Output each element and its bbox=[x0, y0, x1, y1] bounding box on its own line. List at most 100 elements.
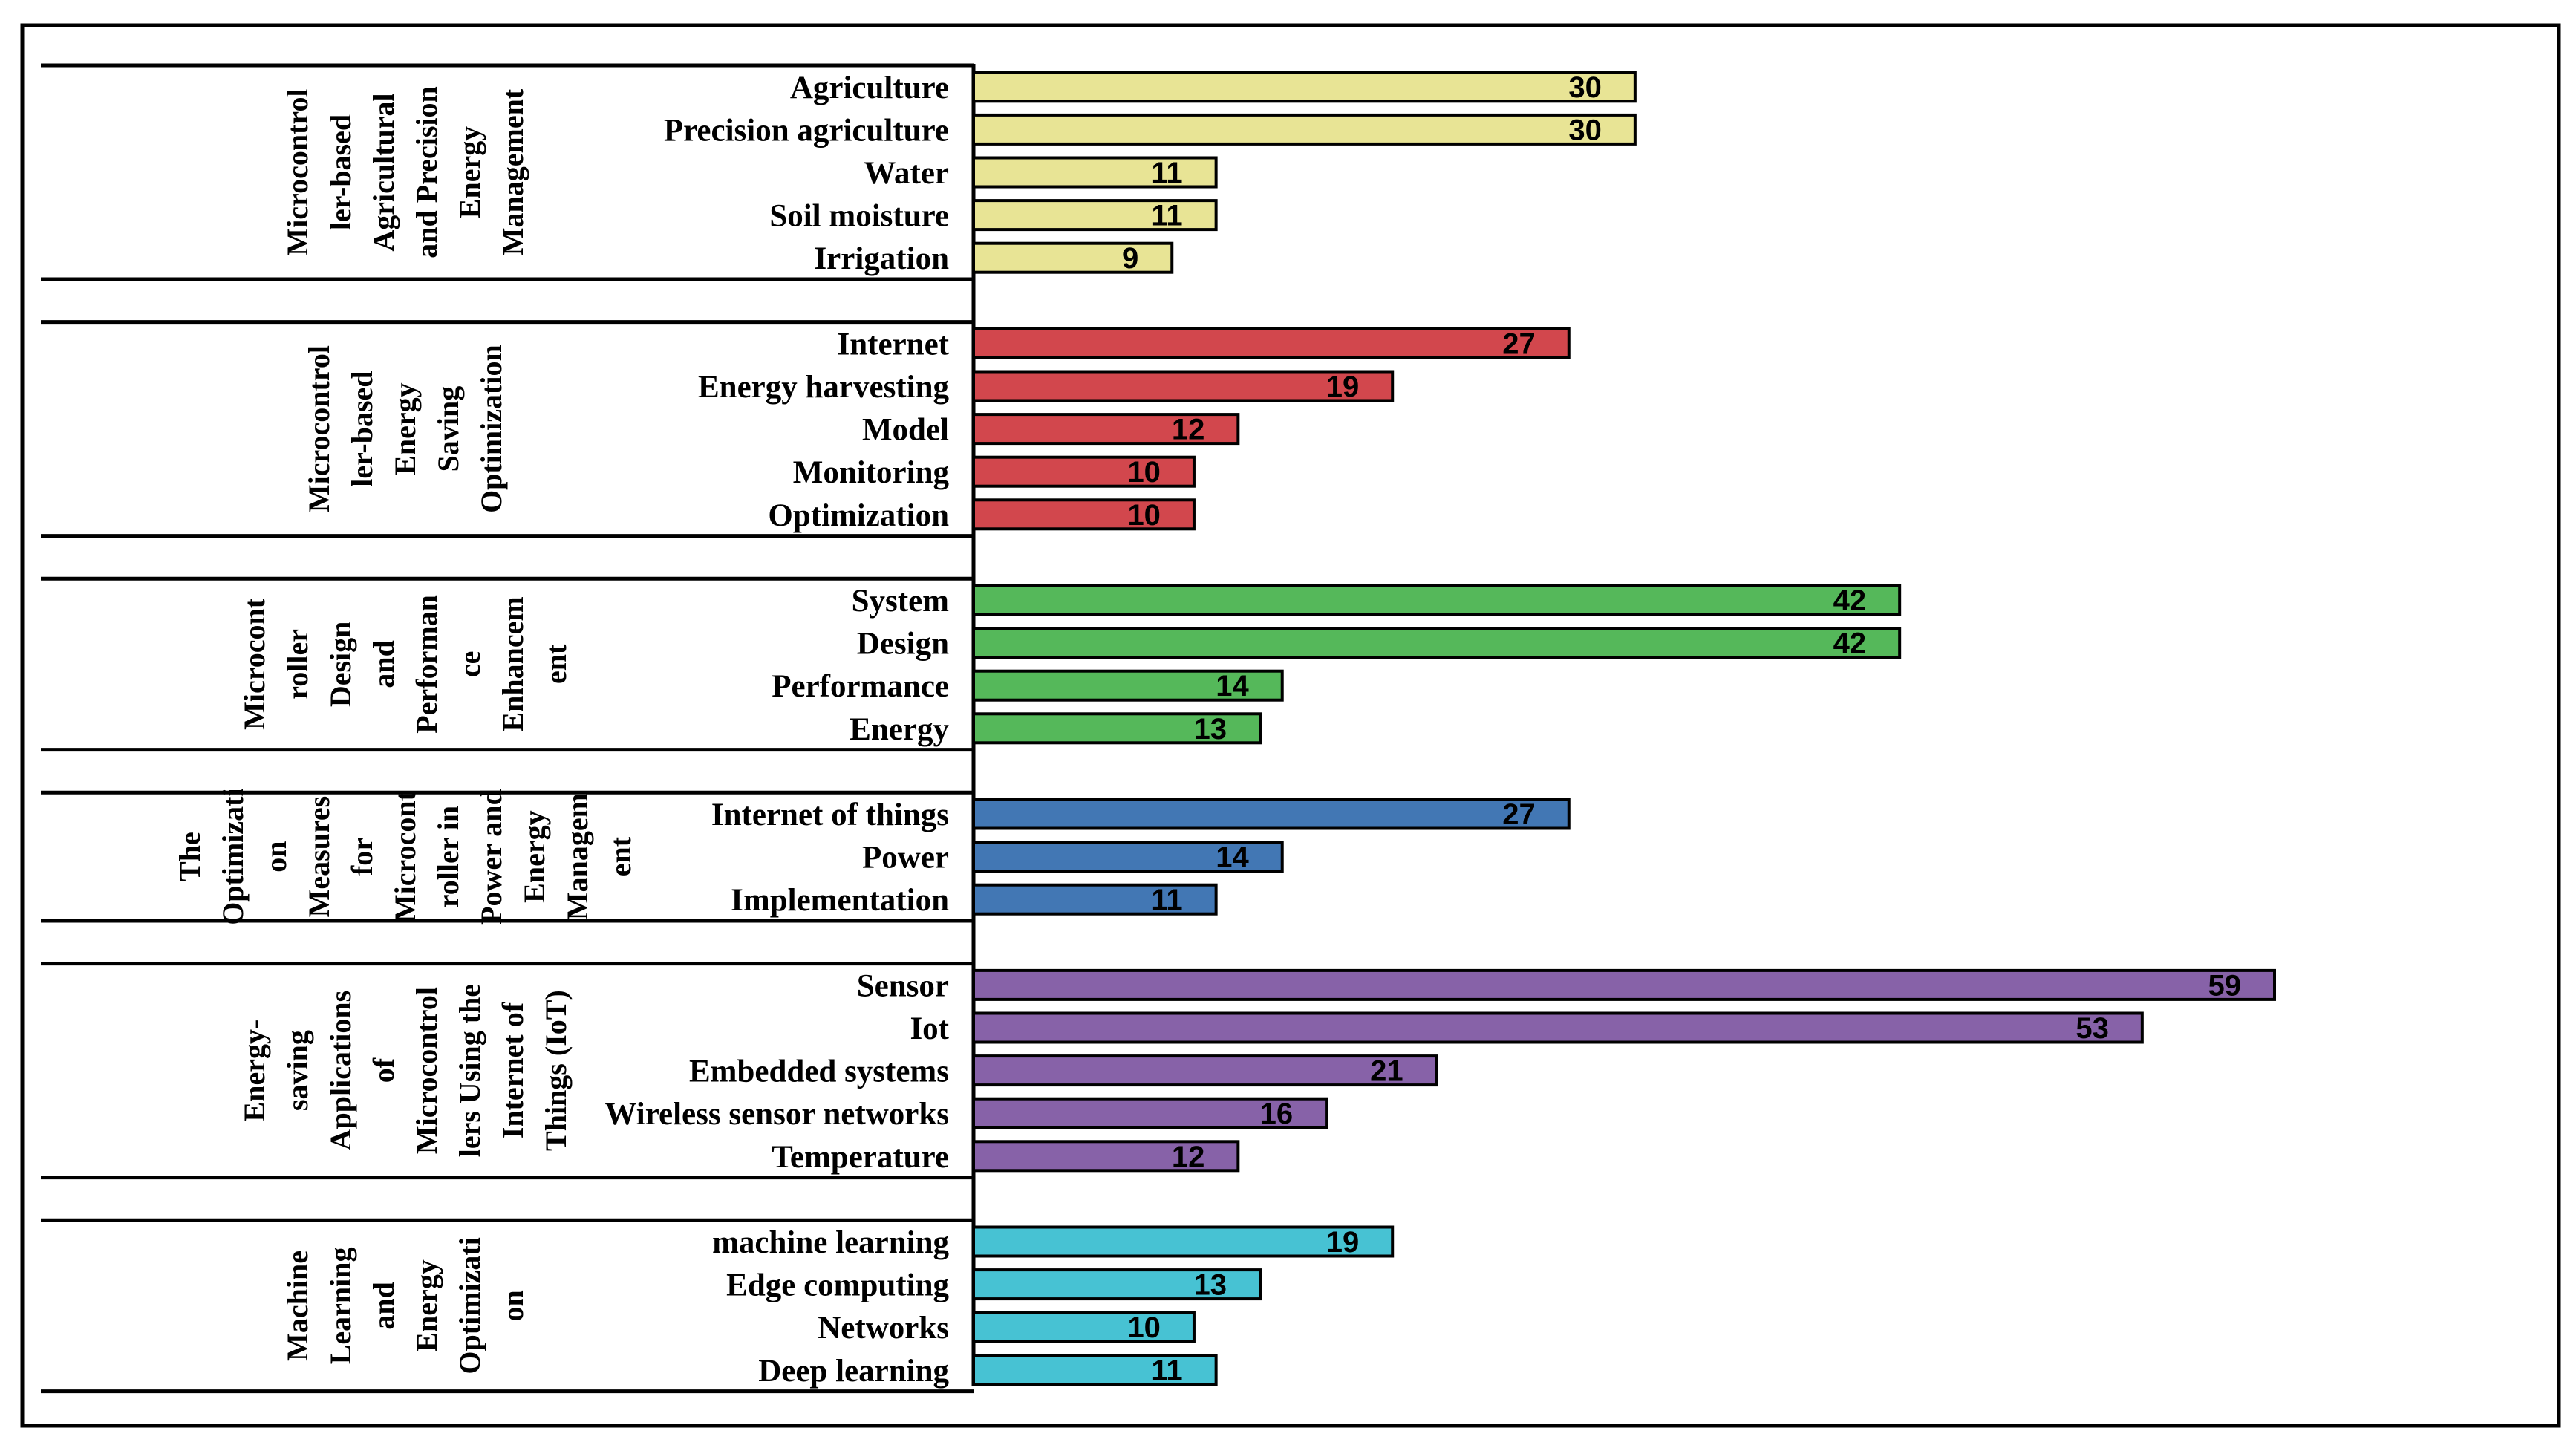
group-label-line: ce bbox=[453, 651, 486, 678]
bar-irrigation bbox=[972, 241, 1174, 274]
bar-deep-learning bbox=[972, 1354, 1218, 1386]
value-label-design: 42 bbox=[1833, 627, 1867, 660]
group-label-the-optimization-measures-for-microcontroller-in-power-and-energy-management: The Optimizati on Measures for Microcont rolle… bbox=[173, 788, 637, 925]
group-label-line: The bbox=[173, 832, 206, 881]
group-label-line: ent bbox=[604, 836, 637, 876]
group-label-line: on bbox=[259, 841, 293, 872]
category-label-energy: Energy bbox=[850, 712, 949, 747]
group-label-line: Optimizati bbox=[216, 788, 250, 925]
group-label-line: Performan bbox=[410, 595, 443, 734]
value-label-networks: 10 bbox=[1127, 1311, 1161, 1344]
value-label-system: 42 bbox=[1833, 584, 1867, 617]
category-label-wireless-sensor-networks: Wireless sensor networks bbox=[605, 1097, 949, 1132]
group-label-text: The Optimizati on Measures for Microcont rolle… bbox=[173, 788, 637, 925]
group-label-line: Microcontrol bbox=[281, 88, 314, 255]
group-label-text: Microcontrol ler-based Agricultural and Pre… bbox=[281, 86, 529, 258]
value-label-water: 11 bbox=[1151, 157, 1182, 189]
group-label-line: Microcontrol bbox=[410, 987, 443, 1154]
bar-agriculture bbox=[972, 71, 1637, 103]
value-label-energy-harvesting: 19 bbox=[1326, 371, 1360, 403]
bar-embedded-systems bbox=[972, 1054, 1438, 1087]
value-label-temperature: 12 bbox=[1172, 1141, 1205, 1173]
category-label-implementation: Implementation bbox=[731, 883, 949, 918]
bar-water bbox=[972, 156, 1218, 189]
value-label-optimization: 10 bbox=[1127, 499, 1161, 532]
bar-iot bbox=[972, 1011, 2144, 1044]
category-label-energy-harvesting: Energy harvesting bbox=[698, 370, 950, 405]
value-label-machine-learning: 19 bbox=[1326, 1226, 1360, 1259]
group-label-line: Applications bbox=[324, 991, 357, 1151]
category-label-power: Power bbox=[862, 841, 949, 876]
group-label-line: Enhancem bbox=[496, 596, 529, 731]
bar-design bbox=[972, 627, 1902, 659]
category-label-irrigation: Irrigation bbox=[814, 241, 949, 276]
group-label-line: Things (IoT) bbox=[539, 990, 573, 1151]
bar-implementation bbox=[972, 883, 1218, 916]
group-label-line: saving bbox=[281, 1030, 314, 1111]
value-label-monitoring: 10 bbox=[1127, 456, 1161, 489]
bar-temperature bbox=[972, 1140, 1240, 1173]
group-label-line: ler-based bbox=[345, 371, 379, 486]
bar-machine-learning bbox=[972, 1225, 1395, 1258]
group-label-line: Management bbox=[496, 88, 529, 255]
category-label-performance: Performance bbox=[772, 669, 949, 704]
group-label-line: and bbox=[367, 640, 400, 688]
group-label-microcontroller-based-energy-saving-optimization: Microcontrol ler-based Energy Saving Optimiz… bbox=[302, 345, 508, 513]
bar-layer: Agriculture 30 Precision agriculture 30 Wate… bbox=[605, 71, 2276, 1389]
bar-networks bbox=[972, 1311, 1196, 1343]
bar-power bbox=[972, 841, 1284, 873]
bar-precision-agriculture bbox=[972, 113, 1637, 146]
group-label-line: of bbox=[367, 1057, 400, 1083]
bar-energy bbox=[972, 712, 1262, 745]
group-label-line: Learning bbox=[324, 1248, 357, 1365]
bar-energy-harvesting bbox=[972, 370, 1395, 402]
category-label-soil-moisture: Soil moisture bbox=[769, 199, 949, 234]
group-label-text: Microcontrol ler-based Energy Saving Optimiz… bbox=[302, 345, 508, 513]
group-label-line: Design bbox=[324, 622, 357, 708]
value-label-soil-moisture: 11 bbox=[1151, 200, 1182, 232]
group-label-line: Microcontrol bbox=[302, 345, 336, 512]
category-label-model: Model bbox=[862, 413, 949, 448]
bar-internet bbox=[972, 327, 1571, 359]
group-label-line: Energy bbox=[518, 810, 551, 902]
group-label-line: Microcont bbox=[388, 790, 422, 922]
category-label-system: System bbox=[852, 584, 950, 619]
group-label-line: Energy bbox=[388, 382, 422, 475]
category-label-embedded-systems: Embedded systems bbox=[689, 1054, 949, 1089]
group-label-machine-learning-and-energy-optimization: Machine Learning and Energy Optimizati on bbox=[281, 1237, 529, 1374]
value-label-internet: 27 bbox=[1502, 327, 1536, 360]
group-label-text: Energy-saving Applications of Microcontrol l… bbox=[238, 984, 573, 1157]
group-label-line: Optimization bbox=[475, 345, 508, 513]
group-label-line: ler-based bbox=[324, 114, 357, 230]
group-label-text: Microcont roller Design and Performan ce Enhan… bbox=[238, 595, 573, 734]
group-label-microcontroller-design-and-performance-enhancement: Microcont roller Design and Performan ce Enhan… bbox=[238, 595, 573, 734]
group-label-line: for bbox=[345, 838, 379, 876]
outer-frame bbox=[20, 23, 2561, 1428]
bar-monitoring bbox=[972, 455, 1196, 488]
value-label-precision-agriculture: 30 bbox=[1568, 114, 1602, 146]
value-label-sensor: 59 bbox=[2208, 969, 2242, 1002]
group-layer: Microcontrol ler-based Agricultural and Pre… bbox=[41, 63, 974, 1394]
value-label-deep-learning: 11 bbox=[1151, 1354, 1182, 1387]
category-label-temperature: Temperature bbox=[772, 1140, 949, 1175]
group-label-line: Microcont bbox=[238, 598, 271, 730]
group-label-line: and bbox=[367, 1282, 400, 1330]
group-label-line: roller bbox=[281, 629, 314, 700]
group-label-line: Power and bbox=[475, 789, 508, 925]
group-label-line: Machine bbox=[281, 1251, 314, 1361]
category-label-iot: Iot bbox=[910, 1011, 949, 1046]
category-label-design: Design bbox=[857, 627, 949, 662]
category-label-water: Water bbox=[864, 156, 949, 191]
group-label-line: Measures bbox=[302, 796, 336, 918]
bar-wireless-sensor-networks bbox=[972, 1097, 1328, 1129]
category-label-precision-agriculture: Precision agriculture bbox=[664, 113, 949, 148]
bar-performance bbox=[972, 669, 1284, 702]
category-label-machine-learning: machine learning bbox=[712, 1225, 949, 1260]
group-label-line: lers Using the bbox=[453, 984, 486, 1157]
value-label-implementation: 11 bbox=[1151, 884, 1182, 916]
value-label-performance: 14 bbox=[1216, 670, 1249, 702]
group-label-energy-saving-applications-of-microcontrollers-using-the-internet-of-things-iot: Energy-saving Applications of Microcontrol l… bbox=[238, 984, 573, 1157]
group-label-line: Saving bbox=[431, 386, 465, 472]
value-label-model: 12 bbox=[1172, 414, 1205, 446]
category-label-sensor: Sensor bbox=[857, 968, 949, 1003]
